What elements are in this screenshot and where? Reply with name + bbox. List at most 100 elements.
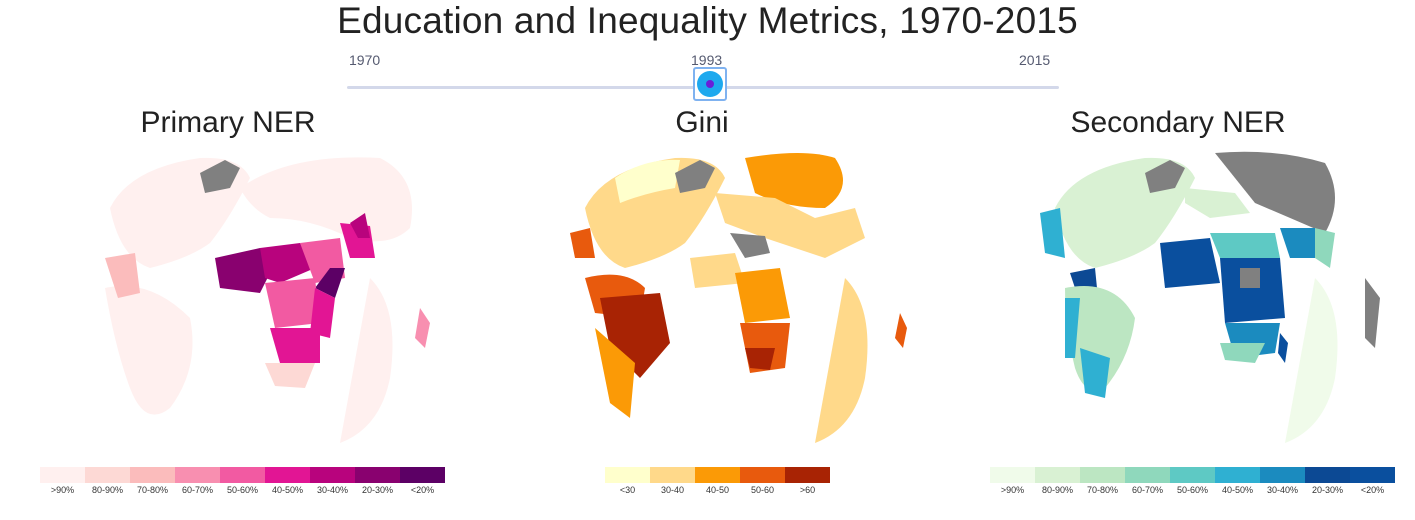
- map-brazil: [600, 293, 670, 378]
- map-central-america: [1040, 208, 1065, 258]
- map-central-america: [570, 228, 595, 258]
- map-north-africa: [1210, 233, 1280, 258]
- secondary-ner-title: Secondary NER: [1070, 106, 1286, 139]
- legend-swatch: [175, 467, 220, 483]
- legend-label: >90%: [50, 485, 75, 495]
- map-west-africa: [215, 248, 275, 293]
- map-west-africa: [690, 253, 745, 288]
- map-canada: [615, 159, 680, 203]
- slider-current-label: 1993: [691, 52, 723, 68]
- map-arabia: [1280, 228, 1320, 258]
- map-central-america: [105, 253, 140, 298]
- map-madagascar: [1278, 333, 1288, 363]
- primary-ner-legend: >90% 80-90% 70-80% 60-70% 50-60% 40-50% 30-40%…: [40, 467, 445, 495]
- legend-swatch: [1215, 467, 1260, 483]
- legend-label: 40-50: [705, 485, 730, 495]
- slider-handle-knob: [697, 71, 723, 97]
- legend-label: 40-50%: [271, 485, 304, 495]
- legend-label: 80-90%: [91, 485, 124, 495]
- map-madagascar: [895, 313, 907, 348]
- legend-label: <20%: [1360, 485, 1385, 495]
- primary-ner-map: [105, 157, 430, 443]
- map-oceania: [1285, 278, 1338, 443]
- map-south-asia: [350, 213, 370, 238]
- legend-label: 50-60%: [1176, 485, 1209, 495]
- legend-label: 80-90%: [1041, 485, 1074, 495]
- map-land-eurasia: [240, 157, 412, 242]
- legend-label: 30-40%: [316, 485, 349, 495]
- map-russia: [745, 153, 843, 208]
- map-south-africa: [265, 363, 315, 388]
- map-central-africa: [265, 278, 320, 328]
- map-east-coast: [1365, 278, 1380, 348]
- legend-swatch: [265, 467, 310, 483]
- legend-label: >90%: [1000, 485, 1025, 495]
- map-south-africa: [1220, 343, 1265, 363]
- legend-swatch: [310, 467, 355, 483]
- legend-label: 40-50%: [1221, 485, 1254, 495]
- legend-swatch: [605, 467, 650, 483]
- slider-max-label: 2015: [1019, 52, 1051, 68]
- map-south-central-africa: [270, 328, 320, 363]
- map-venezuela: [1070, 268, 1097, 288]
- map-middle-east: [730, 233, 770, 258]
- legend-label: 60-70%: [1131, 485, 1164, 495]
- map-southern-cone: [1080, 348, 1110, 398]
- legend-swatch: [130, 467, 175, 483]
- legend-label: 30-40%: [1266, 485, 1299, 495]
- legend-label: 20-30%: [1311, 485, 1344, 495]
- legend-label: 70-80%: [1086, 485, 1119, 495]
- map-southern-cone: [595, 328, 635, 418]
- map-europe: [1185, 188, 1250, 218]
- map-greenland: [1145, 160, 1185, 193]
- map-land-south-america: [105, 286, 193, 415]
- legend-label: <30: [619, 485, 636, 495]
- legend-label: <20%: [410, 485, 435, 495]
- legend-swatch: [695, 467, 740, 483]
- legend-label: 70-80%: [136, 485, 169, 495]
- map-south-asia: [1315, 228, 1335, 268]
- legend-swatch: [400, 467, 445, 483]
- legend-swatch: [1350, 467, 1395, 483]
- map-madagascar: [415, 308, 430, 348]
- legend-swatch: [740, 467, 785, 483]
- legend-swatch: [1260, 467, 1305, 483]
- map-europe-asia: [715, 193, 865, 258]
- map-central-africa: [735, 268, 790, 323]
- legend-swatch: [1170, 467, 1215, 483]
- legend-swatch: [1125, 467, 1170, 483]
- legend-swatch: [990, 467, 1035, 483]
- legend-swatch: [1035, 467, 1080, 483]
- legend-label: 20-30%: [361, 485, 394, 495]
- slider-handle[interactable]: [693, 67, 727, 101]
- legend-label: >60: [799, 485, 816, 495]
- legend-swatch: [1080, 467, 1125, 483]
- legend-swatch: [650, 467, 695, 483]
- slider-min-label: 1970: [349, 52, 381, 68]
- secondary-ner-legend: >90% 80-90% 70-80% 60-70% 50-60% 40-50% 30-40%…: [990, 467, 1395, 495]
- map-east-africa: [310, 288, 335, 338]
- legend-label: 50-60: [750, 485, 775, 495]
- legend-swatch: [355, 467, 400, 483]
- map-sahel: [260, 243, 315, 283]
- legend-label: 60-70%: [181, 485, 214, 495]
- legend-swatch: [85, 467, 130, 483]
- map-andes: [1065, 298, 1080, 358]
- legend-swatch: [40, 467, 85, 483]
- map-greenland: [675, 160, 715, 193]
- legend-swatch: [220, 467, 265, 483]
- legend-swatch: [1305, 467, 1350, 483]
- legend-swatch: [785, 467, 830, 483]
- legend-label: 50-60%: [226, 485, 259, 495]
- map-land-southern: [340, 278, 393, 443]
- map-south-africa: [745, 348, 775, 370]
- year-slider[interactable]: 1970 1993 2015: [347, 50, 1059, 101]
- legend-label: 30-40: [660, 485, 685, 495]
- gini-title: Gini: [675, 106, 729, 139]
- secondary-ner-map: [1040, 151, 1380, 443]
- map-west-africa: [1160, 238, 1220, 288]
- gini-legend: <30 30-40 40-50 50-60 >60: [605, 467, 830, 495]
- gini-map: [570, 153, 907, 443]
- map-horn: [315, 268, 345, 298]
- map-greenland: [200, 160, 240, 193]
